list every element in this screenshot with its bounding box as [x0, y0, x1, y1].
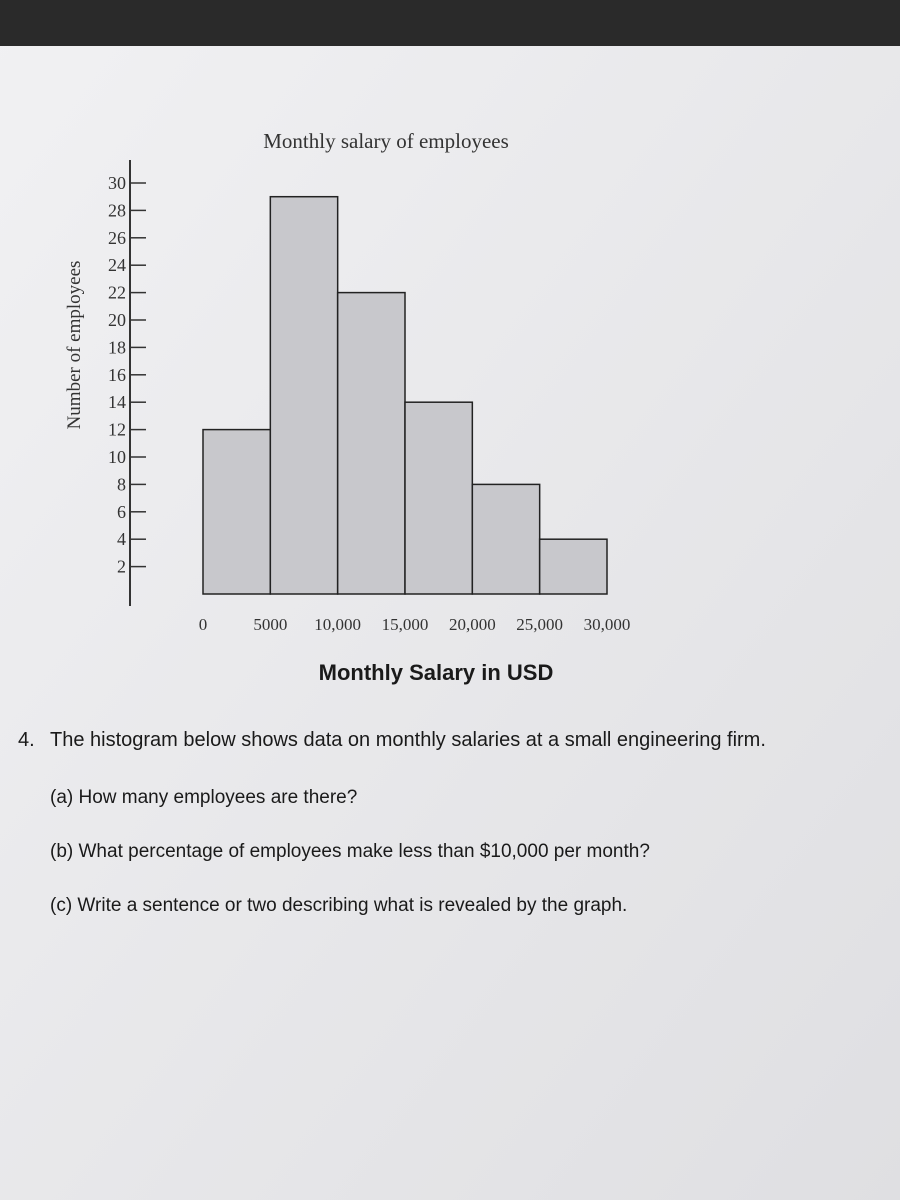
- y-tick-label: 30: [108, 173, 126, 193]
- bar: [336, 291, 406, 595]
- question-part: (a) How many employees are there?: [50, 787, 357, 808]
- x-tick-label: 10,000: [314, 615, 361, 634]
- y-tick-label: 22: [108, 283, 126, 303]
- y-tick-label: 24: [108, 255, 126, 275]
- x-tick-label: 25,000: [516, 615, 563, 634]
- y-tick-label: 16: [108, 365, 126, 385]
- question-part: (c) Write a sentence or two describing w…: [50, 895, 627, 916]
- bar: [538, 538, 608, 595]
- x-tick-label: 0: [199, 615, 208, 634]
- x-tick-label: 30,000: [584, 615, 631, 634]
- y-tick-label: 10: [108, 447, 126, 467]
- y-tick-label: 26: [108, 228, 126, 248]
- x-tick-label: 5000: [253, 615, 287, 634]
- y-tick-label: 12: [108, 420, 126, 440]
- question-number: 4.: [18, 729, 35, 751]
- chart-title: Monthly salary of employees: [263, 129, 509, 153]
- y-tick-label: 28: [108, 200, 126, 220]
- bar: [202, 428, 272, 595]
- question-stem: The histogram below shows data on monthl…: [50, 729, 766, 751]
- y-tick-label: 18: [108, 337, 126, 357]
- y-tick-label: 2: [117, 557, 126, 577]
- x-tick-label: 15,000: [382, 615, 429, 634]
- question-part: (b) What percentage of employees make le…: [50, 841, 650, 862]
- y-tick-label: 4: [117, 529, 126, 549]
- y-tick-label: 20: [108, 310, 126, 330]
- y-tick-label: 8: [117, 474, 126, 494]
- y-tick-label: 14: [108, 392, 126, 412]
- bar: [269, 195, 339, 595]
- bar: [404, 401, 474, 595]
- bar: [471, 483, 541, 595]
- y-tick-label: 6: [117, 502, 126, 522]
- x-tick-label: 20,000: [449, 615, 496, 634]
- y-axis-label: Number of employees: [64, 261, 85, 430]
- x-axis-label: Monthly Salary in USD: [319, 660, 554, 685]
- top-edge: [0, 0, 900, 46]
